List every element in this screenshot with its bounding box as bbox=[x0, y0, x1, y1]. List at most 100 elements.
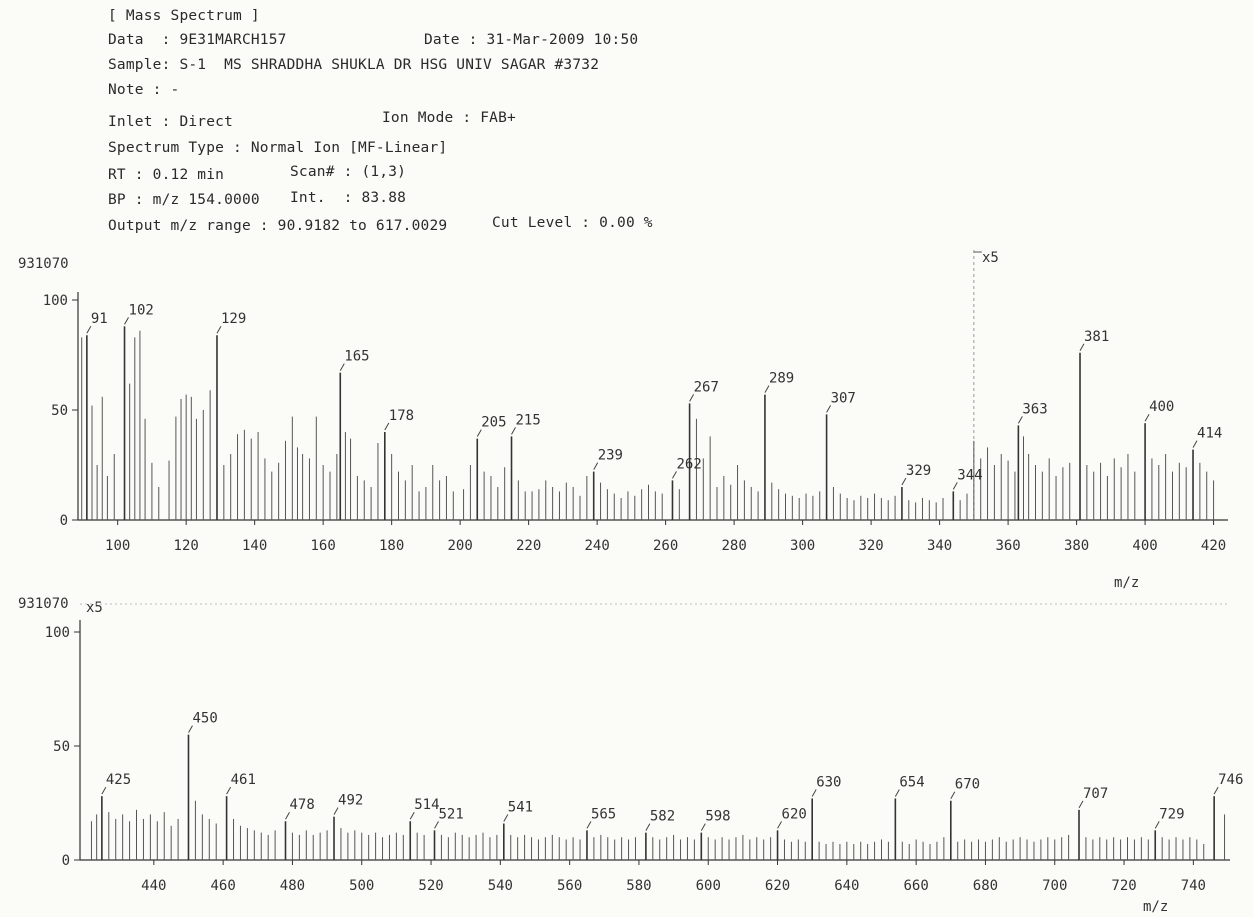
bottom-y-tick-label: 100 bbox=[45, 625, 70, 641]
top-x-tick-label: 240 bbox=[584, 538, 609, 554]
top-peak-leader bbox=[1017, 416, 1023, 424]
top-peak-leader bbox=[764, 385, 770, 393]
top-x-tick-label: 140 bbox=[242, 538, 267, 554]
bottom-peak-leader bbox=[434, 821, 439, 829]
top-peak-leader bbox=[952, 482, 958, 490]
top-peak-leader bbox=[1144, 413, 1150, 422]
base-peak-line: BP : m/z 154.0000 bbox=[108, 192, 260, 208]
top-peak-leader bbox=[384, 422, 390, 431]
bottom-peak-label: 514 bbox=[414, 797, 439, 813]
top-x-tick-label: 340 bbox=[927, 538, 952, 554]
bottom-peak-leader bbox=[700, 823, 706, 831]
top-peak-label: 363 bbox=[1022, 401, 1047, 417]
top-peak-leader bbox=[593, 462, 599, 470]
bottom-peak-label: 461 bbox=[231, 772, 256, 788]
top-peak-leader bbox=[901, 477, 907, 486]
top-x-ticks: 100 120 140 160 180 200 220 240 260 280 300 320 340 3… bbox=[105, 520, 1226, 554]
top-magnification-label: x5 bbox=[982, 250, 999, 266]
spectrum-title: [ Mass Spectrum ] bbox=[108, 8, 260, 24]
top-x-tick-label: 400 bbox=[1132, 538, 1157, 554]
bottom-peak-label: 478 bbox=[290, 797, 315, 813]
top-peak-leader bbox=[826, 405, 832, 413]
bottom-peak-leader bbox=[503, 814, 509, 822]
top-peak-label: 267 bbox=[694, 379, 719, 395]
bottom-peak-leader bbox=[645, 823, 651, 831]
bottom-x-tick-label: 720 bbox=[1111, 878, 1136, 894]
bottom-x-tick-label: 660 bbox=[903, 878, 928, 894]
top-x-tick-label: 220 bbox=[516, 538, 541, 554]
scan-line: Scan# : (1,3) bbox=[290, 164, 407, 180]
top-peak-leader bbox=[216, 325, 222, 334]
date-line: Date : 31-Mar-2009 10:50 bbox=[424, 32, 639, 48]
top-peak-label: 239 bbox=[598, 448, 623, 464]
bottom-x-tick-label: 640 bbox=[834, 878, 859, 894]
bottom-y-tick-label: 50 bbox=[53, 739, 70, 755]
top-y-ticks: 0 50 100 bbox=[43, 293, 78, 529]
bottom-peak-label: 630 bbox=[816, 774, 841, 790]
cut-level-line: Cut Level : 0.00 % bbox=[492, 215, 653, 231]
bottom-peak-label: 492 bbox=[338, 793, 363, 809]
bottom-peak-label: 541 bbox=[508, 800, 533, 816]
bottom-peaks bbox=[90, 734, 1226, 860]
bottom-spectrum-panel: 931070 x5 0 50 100 440 460 480 500 520 540 560 58… bbox=[18, 596, 1243, 915]
bottom-peak-label: 521 bbox=[439, 806, 464, 822]
top-peak-leader bbox=[476, 429, 482, 437]
bottom-x-tick-label: 580 bbox=[626, 878, 651, 894]
bottom-x-tick-label: 620 bbox=[765, 878, 790, 894]
top-peak-label: 178 bbox=[389, 408, 414, 424]
top-peaks bbox=[81, 326, 1215, 520]
top-peak-label: 289 bbox=[769, 371, 794, 387]
top-peak-label: 91 bbox=[91, 311, 108, 327]
bottom-peak-leader bbox=[333, 807, 339, 815]
bottom-peak-leader bbox=[1078, 800, 1084, 809]
top-peak-leader bbox=[1079, 343, 1085, 352]
bottom-peak-label: 707 bbox=[1083, 786, 1108, 802]
top-peak-label: 344 bbox=[957, 467, 982, 483]
bottom-x-axis-label: m/z bbox=[1143, 899, 1168, 915]
bottom-y-tick-label: 0 bbox=[62, 853, 70, 869]
bottom-magnification-label: x5 bbox=[86, 600, 103, 616]
top-x-tick-label: 280 bbox=[721, 538, 746, 554]
bottom-x-tick-label: 500 bbox=[349, 878, 374, 894]
top-peak-labels: 91 102 129 165 178 205 215 239 262 267 289 307 329 34… bbox=[86, 302, 1222, 490]
top-peak-label: 381 bbox=[1084, 329, 1109, 345]
top-x-tick-label: 160 bbox=[311, 538, 336, 554]
top-y-tick-label: 100 bbox=[43, 293, 68, 309]
top-peak-leader bbox=[86, 325, 92, 334]
inlet-line: Inlet : Direct bbox=[108, 114, 234, 130]
bottom-peak-leader bbox=[226, 786, 232, 795]
bottom-y-ticks: 0 50 100 bbox=[45, 625, 80, 869]
bottom-peak-label: 425 bbox=[106, 772, 131, 788]
bottom-peak-label: 746 bbox=[1218, 772, 1243, 788]
top-peak-leader bbox=[672, 471, 677, 479]
bottom-peak-leader bbox=[586, 821, 592, 829]
bottom-peak-label: 450 bbox=[192, 711, 217, 727]
top-x-tick-label: 260 bbox=[653, 538, 678, 554]
top-x-axis-label: m/z bbox=[1114, 575, 1139, 591]
top-peak-label: 129 bbox=[221, 311, 246, 327]
bottom-peak-leader bbox=[409, 811, 415, 820]
top-spectrum-panel: 931070 x5 0 50 100 100 120 140 160 180 200 220 24… bbox=[18, 250, 1228, 591]
bottom-peak-leader bbox=[811, 789, 817, 797]
bottom-peak-leader bbox=[1154, 821, 1160, 829]
top-x-tick-label: 380 bbox=[1064, 538, 1089, 554]
top-peak-label: 165 bbox=[344, 349, 369, 365]
sample-line: Sample: S-1 MS SHRADDHA SHUKLA DR HSG UN… bbox=[108, 57, 600, 73]
top-peak-label: 307 bbox=[831, 390, 856, 406]
top-peak-label: 400 bbox=[1149, 399, 1174, 415]
bottom-x-tick-label: 540 bbox=[488, 878, 513, 894]
data-file-line: Data : 9E31MARCH157 bbox=[108, 32, 287, 48]
top-peak-leader bbox=[339, 363, 345, 371]
bottom-peak-leader bbox=[777, 821, 782, 829]
bottom-peak-label: 598 bbox=[705, 809, 730, 825]
ion-mode-line: Ion Mode : FAB+ bbox=[382, 110, 516, 126]
top-peak-label: 414 bbox=[1197, 426, 1222, 442]
top-peak-leader bbox=[1192, 440, 1198, 448]
output-range-line: Output m/z range : 90.9182 to 617.0029 bbox=[108, 218, 448, 234]
retention-time-line: RT : 0.12 min bbox=[108, 167, 225, 183]
bottom-x-tick-label: 520 bbox=[418, 878, 443, 894]
bottom-x-tick-label: 460 bbox=[210, 878, 235, 894]
bottom-peak-leader bbox=[1213, 786, 1219, 795]
top-max-intensity-label: 931070 bbox=[18, 256, 69, 272]
